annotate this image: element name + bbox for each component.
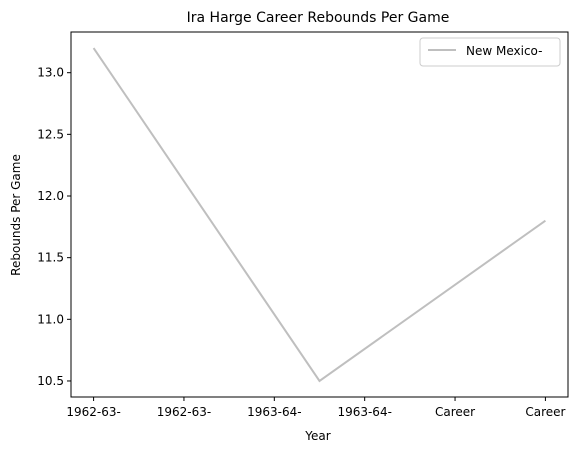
chart-title: Ira Harge Career Rebounds Per Game xyxy=(187,10,450,26)
x-tick-label: 1962-63- xyxy=(157,405,211,419)
x-axis-title: Year xyxy=(304,429,330,443)
y-axis-title: Rebounds Per Game xyxy=(9,154,23,276)
y-tick-label: 12.5 xyxy=(37,127,64,141)
legend: New Mexico- xyxy=(419,37,561,67)
y-tick-label: 10.5 xyxy=(37,374,64,388)
x-tick-label: 1963-64- xyxy=(337,405,391,419)
x-axis: 1962-63- 1962-63- 1963-64- 1963-64- Career Ca… xyxy=(66,397,566,419)
plot-area xyxy=(92,47,546,383)
legend-box xyxy=(419,37,561,67)
y-tick-label: 13.0 xyxy=(37,66,64,80)
legend-label: New Mexico- xyxy=(466,44,542,58)
x-tick-label: Career xyxy=(435,405,475,419)
y-tick-label: 11.5 xyxy=(37,251,64,265)
series-line-0 xyxy=(92,47,546,383)
x-tick-label: Career xyxy=(525,405,565,419)
y-tick-label: 11.0 xyxy=(37,312,64,326)
x-tick-label: 1963-64- xyxy=(247,405,301,419)
y-axis: 10.5 11.0 11.5 12.0 12.5 13.0 xyxy=(37,66,71,388)
x-tick-label: 1962-63- xyxy=(66,405,120,419)
plot-frame xyxy=(70,31,569,398)
y-tick-label: 12.0 xyxy=(37,189,64,203)
